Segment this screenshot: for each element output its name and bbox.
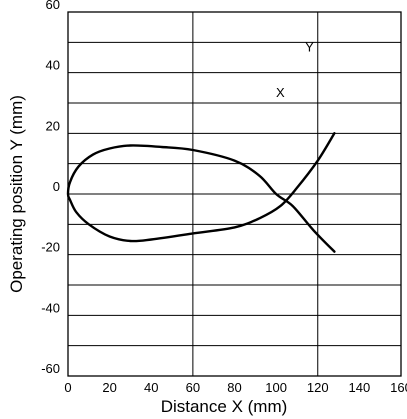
x-axis-label: Distance X (mm) (161, 397, 288, 416)
x-tick-label: 60 (186, 380, 200, 395)
y-tick-label: -40 (41, 300, 60, 315)
x-tick-label: 160 (390, 380, 407, 395)
x-tick-label: 80 (227, 380, 241, 395)
x-tick-label: 40 (144, 380, 158, 395)
grid (68, 12, 401, 376)
x-tick-label: 100 (265, 380, 287, 395)
annotations: YX (276, 39, 314, 100)
y-tick-label: 0 (53, 179, 60, 194)
series-line (66, 132, 336, 253)
y-tick-label: 60 (46, 0, 60, 12)
y-tick-label: 20 (46, 118, 60, 133)
x-tick-label: 120 (307, 380, 329, 395)
x-tick-label: 0 (64, 380, 71, 395)
annotation-label: Y (305, 39, 314, 54)
y-tick-label: -20 (41, 240, 60, 255)
y-tick-label: -60 (41, 361, 60, 376)
series-group (66, 132, 336, 253)
annotation-label: X (276, 85, 285, 100)
x-tick-labels: 0 20 40 60 80 100 120 140 160 (64, 380, 407, 395)
x-tick-label: 140 (349, 380, 371, 395)
y-tick-labels: 60 40 20 0 -20 -40 -60 (41, 0, 60, 376)
y-tick-label: 40 (46, 58, 60, 73)
y-axis-label: Operating position Y (mm) (7, 95, 26, 293)
x-tick-label: 20 (102, 380, 116, 395)
